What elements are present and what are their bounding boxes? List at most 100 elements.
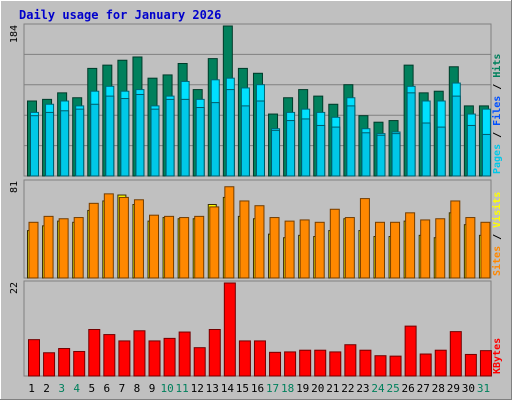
bar-kbytes-day-17 (269, 351, 282, 377)
bar-kbytes-day-11 (178, 331, 191, 377)
day-label-31: 31 (477, 382, 490, 395)
legend-separator: / (492, 228, 503, 246)
bar-sites-day-6 (103, 193, 114, 279)
panel-visits-sites: 81 Sites / Visits (9, 179, 503, 279)
bar-sites-day-15 (239, 200, 250, 279)
bar-pages-day-2 (45, 111, 55, 177)
bar-kbytes-day-16 (253, 340, 266, 377)
bar-pages-day-25 (391, 133, 401, 177)
bar-sites-day-28 (435, 218, 446, 279)
bar-sites-day-22 (344, 217, 355, 279)
day-label-1: 1 (28, 382, 35, 395)
day-label-15: 15 (236, 382, 249, 395)
bar-sites-day-8 (133, 199, 144, 279)
bar-sites-day-20 (314, 221, 325, 279)
day-label-13: 13 (206, 382, 219, 395)
bar-pages-day-15 (240, 105, 250, 177)
legend-entry-sites: Sites (491, 246, 503, 276)
bar-sites-day-12 (194, 215, 205, 279)
bar-sites-day-16 (254, 205, 265, 279)
bar-sites-day-2 (43, 215, 54, 279)
bar-sites-day-5 (88, 202, 99, 279)
bar-sites-day-1 (28, 221, 39, 279)
bar-pages-day-13 (210, 102, 220, 177)
bar-kbytes-day-3 (58, 348, 71, 377)
bar-sites-day-21 (329, 208, 340, 279)
bar-sites-day-18 (284, 220, 295, 279)
bar-sites-day-9 (149, 214, 160, 279)
day-label-21: 21 (326, 382, 339, 395)
bar-kbytes-day-1 (28, 339, 40, 377)
bar-sites-day-7 (118, 196, 129, 279)
bar-pages-day-26 (406, 92, 416, 177)
day-label-19: 19 (296, 382, 309, 395)
bar-kbytes-day-6 (103, 334, 116, 377)
day-label-29: 29 (447, 382, 460, 395)
bar-kbytes-day-28 (434, 349, 447, 377)
chart-title: Daily usage for January 2026 (19, 8, 221, 22)
bar-kbytes-day-10 (163, 337, 176, 377)
legend-entry-kbytes: KBytes (492, 338, 503, 374)
y-max-label-visits-sites: 81 (9, 181, 20, 193)
bar-sites-day-24 (374, 221, 385, 279)
legend-separator: / (492, 126, 503, 144)
day-label-11: 11 (176, 382, 189, 395)
bar-kbytes-day-2 (43, 352, 56, 377)
y-max-label-kbytes: 22 (9, 282, 20, 294)
bar-pages-day-20 (316, 124, 326, 177)
bar-kbytes-day-31 (479, 350, 492, 377)
legend-entry-hits: Hits (491, 54, 503, 78)
day-label-26: 26 (402, 382, 415, 395)
day-label-5: 5 (88, 382, 95, 395)
day-label-18: 18 (281, 382, 294, 395)
bar-pages-day-11 (180, 98, 190, 177)
bar-pages-day-21 (331, 126, 341, 177)
bar-kbytes-day-7 (118, 340, 131, 377)
bar-sites-day-13 (209, 206, 220, 279)
bar-kbytes-day-19 (299, 349, 312, 377)
bar-sites-day-19 (299, 219, 310, 279)
legend-visits-sites: Sites / Visits (491, 192, 503, 276)
bar-pages-day-22 (346, 105, 356, 177)
bar-kbytes-day-8 (133, 330, 146, 377)
day-label-28: 28 (432, 382, 445, 395)
panel-kbytes: 22 KBytes (9, 280, 503, 377)
bar-kbytes-day-30 (464, 353, 477, 377)
bar-sites-day-31 (480, 221, 491, 279)
bar-pages-day-28 (436, 126, 446, 177)
bar-pages-day-23 (361, 132, 371, 177)
bar-pages-day-24 (376, 134, 386, 177)
bar-kbytes-day-13 (208, 329, 221, 377)
day-label-24: 24 (371, 382, 385, 395)
bar-kbytes-day-18 (284, 351, 297, 377)
bar-pages-day-3 (60, 110, 70, 177)
bar-kbytes-day-27 (419, 353, 432, 377)
day-label-3: 3 (58, 382, 65, 395)
bar-kbytes-day-23 (359, 349, 372, 377)
bar-kbytes-day-24 (374, 355, 387, 377)
bar-sites-day-3 (58, 218, 69, 279)
bar-kbytes-day-5 (88, 329, 101, 377)
day-label-23: 23 (356, 382, 369, 395)
bar-pages-day-17 (271, 129, 281, 177)
bar-pages-day-8 (135, 93, 145, 177)
bar-pages-day-30 (466, 124, 476, 177)
legend-separator: / (492, 78, 503, 96)
bar-sites-day-23 (359, 198, 370, 279)
bar-kbytes-day-9 (148, 340, 161, 377)
bar-kbytes-day-21 (329, 351, 342, 377)
bar-kbytes-day-12 (193, 347, 206, 377)
day-label-8: 8 (134, 382, 141, 395)
legend-entry-pages: Pages (492, 144, 503, 174)
day-label-4: 4 (73, 382, 80, 395)
y-max-label-hits-files-pages: 184 (9, 25, 20, 43)
bar-pages-day-16 (255, 100, 265, 177)
bar-sites-day-17 (269, 217, 280, 279)
bar-kbytes-day-4 (73, 350, 86, 377)
bar-pages-day-6 (105, 95, 115, 177)
bar-kbytes-day-22 (344, 344, 357, 377)
bar-pages-day-27 (421, 122, 431, 177)
bar-pages-day-18 (286, 120, 296, 177)
day-label-27: 27 (417, 382, 430, 395)
day-label-17: 17 (266, 382, 279, 395)
